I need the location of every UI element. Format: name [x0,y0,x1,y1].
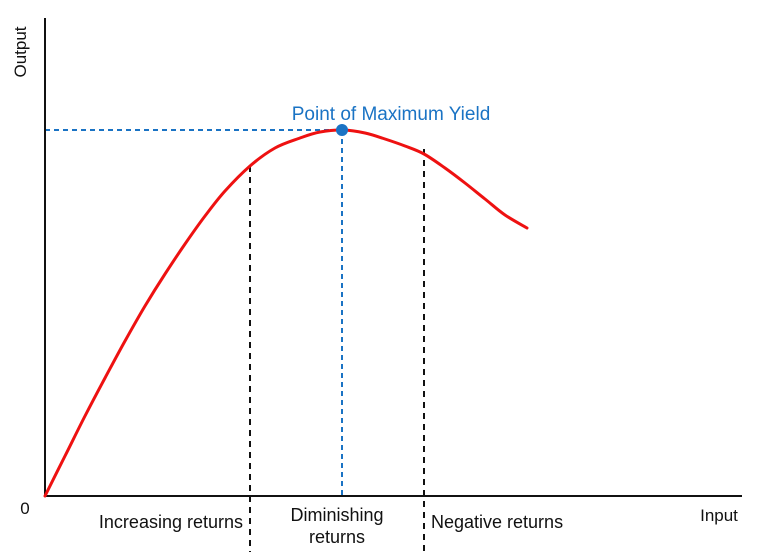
axes: Output Input 0 [11,18,742,525]
region-label-1-line-1: Increasing returns [99,512,243,532]
origin-label: 0 [20,499,29,518]
y-axis-label: Output [11,26,30,77]
region-label-2-line-1: Diminishing [290,505,383,525]
region-label-3-line-1: Negative returns [431,512,563,532]
marker-layer: Point of Maximum Yield [292,104,491,136]
max-yield-label: Point of Maximum Yield [292,104,491,125]
dashed-guides [45,129,425,552]
region-label-2-line-2: returns [309,527,365,547]
max-yield-point [336,124,348,136]
output-curve-1 [43,128,529,498]
curve-layer [43,128,529,498]
x-axis-label: Input [700,506,738,525]
